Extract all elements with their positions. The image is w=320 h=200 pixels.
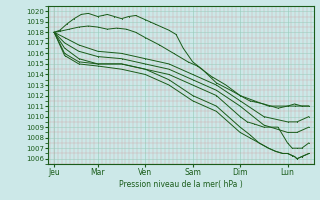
X-axis label: Pression niveau de la mer( hPa ): Pression niveau de la mer( hPa ) [119,180,243,189]
